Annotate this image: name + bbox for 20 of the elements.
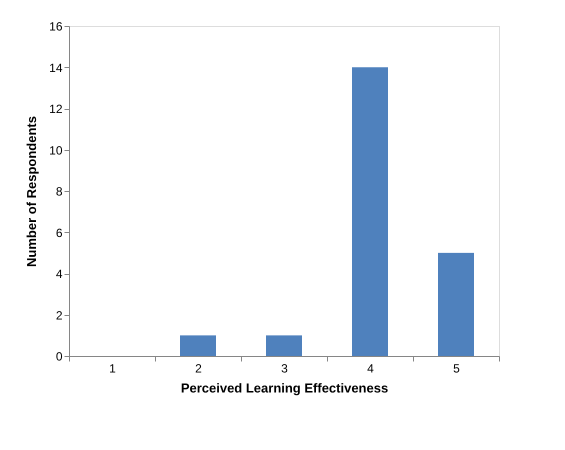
y-tick-label: 4 xyxy=(56,267,63,281)
bar xyxy=(352,67,388,356)
y-tick-label: 0 xyxy=(56,350,63,364)
x-tick-label: 5 xyxy=(453,362,460,376)
bar xyxy=(266,335,302,356)
y-tick-label: 12 xyxy=(49,102,63,116)
y-axis-title: Number of Respondents xyxy=(24,116,40,267)
y-tick-label: 6 xyxy=(56,226,63,240)
bar xyxy=(180,335,216,356)
x-tick-label: 4 xyxy=(367,362,374,376)
x-tick-label: 3 xyxy=(281,362,288,376)
x-axis-title: Perceived Learning Effectiveness xyxy=(180,380,388,396)
x-tick-label: 2 xyxy=(195,362,202,376)
y-tick-label: 8 xyxy=(56,184,63,198)
y-tick-label: 2 xyxy=(56,308,63,322)
y-tick-label: 10 xyxy=(49,143,63,158)
y-tick-label: 16 xyxy=(49,20,63,34)
bar xyxy=(438,252,474,356)
x-tick-label: 1 xyxy=(109,362,116,376)
y-tick-label: 14 xyxy=(49,60,63,75)
